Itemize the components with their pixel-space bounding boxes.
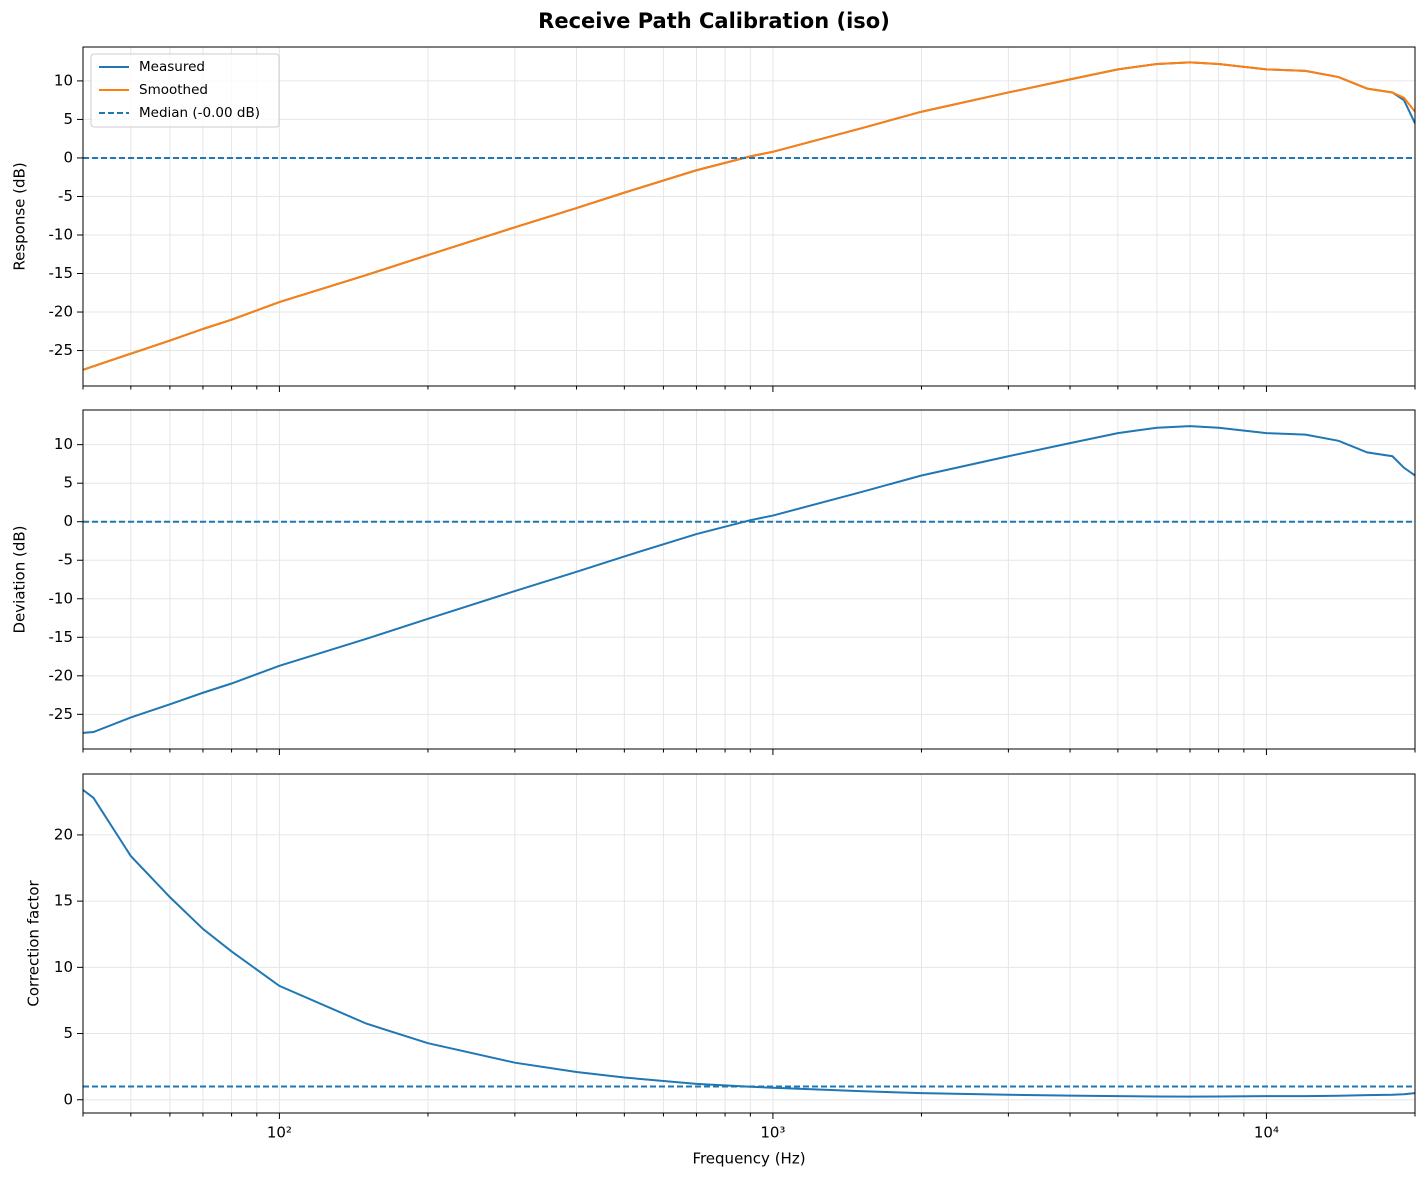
y-tick-label: -5 bbox=[58, 551, 73, 569]
axes-frame bbox=[82, 409, 1416, 750]
y-tick-label: -10 bbox=[49, 225, 74, 243]
legend-label: Measured bbox=[139, 59, 205, 75]
y-tick-label: -20 bbox=[49, 666, 74, 684]
axes-frame bbox=[82, 773, 1416, 1114]
panel: -25 -20 -15 -10 -5 0 5 10 Response (dB) Measured S… bbox=[11, 46, 1416, 392]
y-tick-label: -15 bbox=[49, 628, 74, 646]
y-tick-label: 5 bbox=[63, 474, 73, 492]
y-tick-label: -25 bbox=[49, 705, 74, 723]
x-axis-label: Frequency (Hz) bbox=[692, 1150, 805, 1168]
line-series bbox=[83, 61, 1415, 371]
y-tick-label: -5 bbox=[58, 187, 73, 205]
y-tick-label: 20 bbox=[54, 825, 73, 843]
legend: Measured Smoothed Median (-0.00 dB) bbox=[90, 53, 280, 128]
y-axis-label: Response (dB) bbox=[11, 162, 29, 270]
y-tick-label: 10 bbox=[54, 71, 73, 89]
plot-area bbox=[83, 61, 1415, 371]
y-tick-label: -20 bbox=[49, 303, 74, 321]
y-tick-label: 10 bbox=[54, 435, 73, 453]
y-tick-label: -10 bbox=[49, 589, 74, 607]
y-axis-label: Deviation (dB) bbox=[11, 525, 29, 633]
y-tick-label: -25 bbox=[49, 341, 74, 359]
y-tick-label: 15 bbox=[54, 892, 73, 910]
plot-area bbox=[83, 425, 1415, 734]
x-tick-label: 10⁴ bbox=[1254, 1124, 1279, 1142]
line-series bbox=[83, 425, 1415, 734]
y-tick-label: 0 bbox=[63, 512, 73, 530]
panel: -25 -20 -15 -10 -5 0 5 10 Deviation (dB) bbox=[11, 409, 1416, 755]
axes-frame bbox=[82, 46, 1416, 387]
y-axis-label: Correction factor bbox=[25, 880, 43, 1007]
y-tick-label: 5 bbox=[63, 110, 73, 128]
line-series bbox=[83, 61, 1415, 371]
panel: 10² 10³ 10⁴ 0 5 10 15 20 Correction factor Freque… bbox=[25, 773, 1416, 1168]
plot-area bbox=[83, 789, 1415, 1098]
legend-label: Smoothed bbox=[139, 82, 208, 98]
x-tick-label: 10² bbox=[267, 1124, 292, 1142]
line-series bbox=[83, 789, 1415, 1098]
legend-label: Median (-0.00 dB) bbox=[139, 105, 260, 121]
x-tick-label: 10³ bbox=[760, 1124, 785, 1142]
y-tick-label: 10 bbox=[54, 958, 73, 976]
legend-box bbox=[90, 53, 280, 128]
y-tick-label: -15 bbox=[49, 264, 74, 282]
figure-title: Receive Path Calibration (iso) bbox=[538, 9, 890, 33]
y-tick-label: 5 bbox=[63, 1024, 73, 1042]
y-tick-label: 0 bbox=[63, 148, 73, 166]
y-tick-label: 0 bbox=[63, 1090, 73, 1108]
